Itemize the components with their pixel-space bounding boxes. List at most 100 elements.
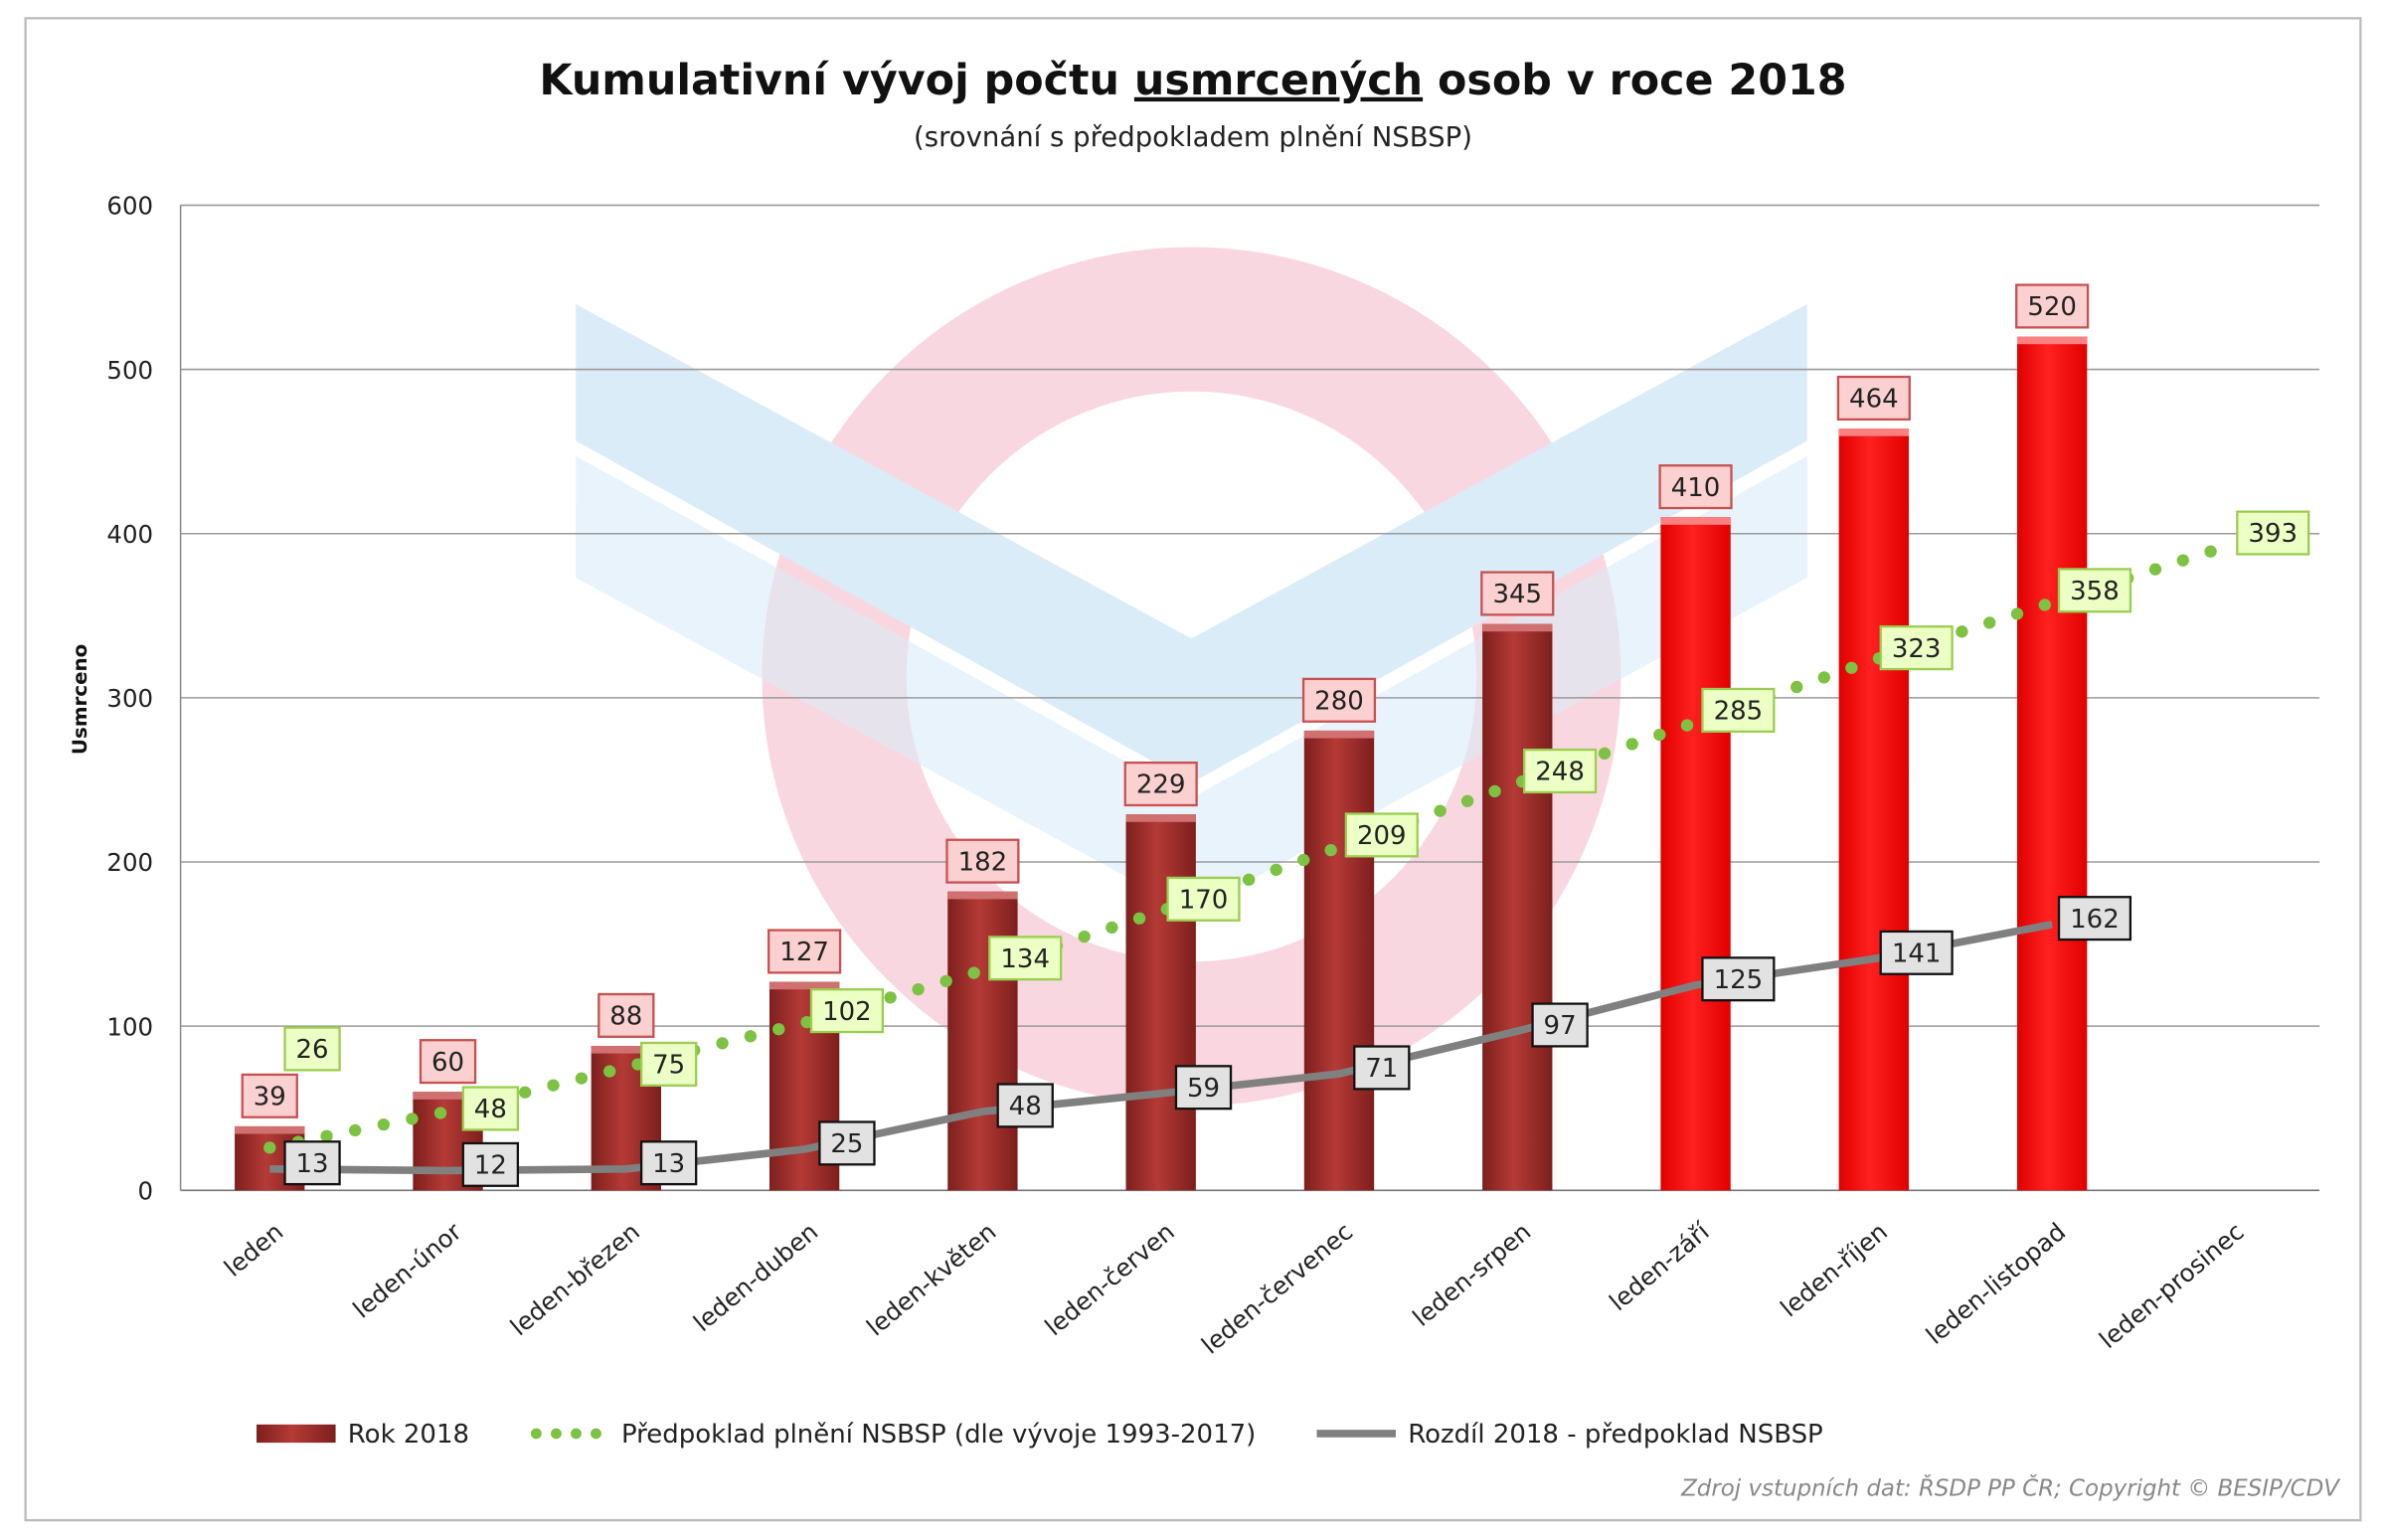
bar-value-label-box <box>767 929 842 974</box>
difference-value-label: 97 <box>1531 1002 1589 1048</box>
y-tick-label: 600 <box>106 192 153 221</box>
forecast-value-label-box <box>1166 876 1241 922</box>
bar-top <box>1125 814 1196 822</box>
bar-value-label-box <box>419 1039 477 1085</box>
bar <box>2016 336 2088 1191</box>
forecast-value-label: 358 <box>2057 568 2132 613</box>
forecast-value-label-text: 75 <box>652 1051 685 1081</box>
bar-value-label-text: 182 <box>958 847 1008 877</box>
bar-top <box>1660 517 1731 525</box>
difference-value-label: 13 <box>283 1140 341 1186</box>
difference-value-label: 59 <box>1174 1065 1233 1111</box>
forecast-value-label: 285 <box>1701 687 1776 733</box>
bar-value-label-box <box>1836 375 1911 422</box>
bar-top <box>235 1125 305 1134</box>
bar-value-label: 520 <box>2015 283 2090 329</box>
difference-value-label-text: 141 <box>1892 940 1942 969</box>
bar-value-label-box <box>1301 677 1377 723</box>
bar-value-label: 39 <box>241 1073 298 1118</box>
bar-value-label-box <box>597 992 655 1038</box>
chart-title-part: Kumulativní vývoj počtu <box>539 56 1133 105</box>
difference-value-label-text: 125 <box>1714 965 1764 995</box>
bar-value-label-box <box>1658 464 1733 510</box>
difference-value-label-text: 59 <box>1187 1074 1220 1104</box>
bar-value-label-text: 88 <box>609 1002 642 1032</box>
legend: Rok 2018 Předpoklad plnění NSBSP (dle výv… <box>256 1420 1823 1450</box>
difference-value-label-text: 71 <box>1365 1054 1398 1084</box>
bar-top <box>2016 336 2088 345</box>
bar <box>1482 623 1553 1191</box>
bar-value-label: 88 <box>597 992 655 1038</box>
bar <box>1303 730 1375 1191</box>
bar-value-label-text: 464 <box>1849 385 1899 415</box>
bar-value-label-text: 345 <box>1492 580 1542 609</box>
y-tick-label: 500 <box>106 356 153 385</box>
difference-value-label-box <box>2057 896 2132 941</box>
bar <box>1660 517 1731 1191</box>
difference-value-label: 13 <box>639 1140 698 1186</box>
difference-value-label-box <box>996 1083 1054 1128</box>
bar-value-label: 410 <box>1658 464 1733 510</box>
difference-value-label: 162 <box>2057 896 2132 941</box>
y-tick-label: 0 <box>138 1176 154 1205</box>
bar-value-label-text: 39 <box>254 1082 286 1112</box>
forecast-value-label-box <box>283 1026 341 1072</box>
forecast-value-label-box <box>2057 568 2132 613</box>
bar-value-label-box <box>241 1073 298 1118</box>
difference-value-label-box <box>283 1140 341 1186</box>
watermark-chevron <box>576 303 1807 783</box>
forecast-value-label-text: 26 <box>296 1035 329 1065</box>
bar-value-label-text: 410 <box>1671 473 1721 503</box>
forecast-value-label: 26 <box>283 1026 341 1072</box>
difference-value-label-text: 13 <box>296 1149 329 1179</box>
bar-value-label-box <box>2015 283 2090 329</box>
y-tick-label: 200 <box>106 848 153 877</box>
forecast-value-label-box <box>461 1086 520 1131</box>
difference-value-label-box <box>461 1141 520 1187</box>
legend-label: Předpoklad plnění NSBSP (dle vývoje 1993… <box>621 1420 1256 1450</box>
bar-value-label: 229 <box>1123 761 1198 807</box>
forecast-value-label-text: 209 <box>1357 821 1407 851</box>
difference-value-label-text: 12 <box>474 1151 507 1181</box>
bar-value-label: 345 <box>1480 571 1555 616</box>
bar-value-label: 60 <box>419 1039 477 1085</box>
difference-value-label-box <box>1174 1065 1233 1111</box>
bar-value-label-text: 280 <box>1314 686 1364 716</box>
forecast-value-label-text: 323 <box>1892 634 1942 664</box>
bar-value-label: 127 <box>767 929 842 974</box>
bar-value-label: 280 <box>1301 677 1377 723</box>
bar-top <box>1303 730 1375 739</box>
difference-value-label-box <box>818 1120 876 1166</box>
legend-label: Rok 2018 <box>348 1420 469 1450</box>
bar-value-label-text: 229 <box>1136 770 1186 800</box>
bar-value-label: 464 <box>1836 375 1911 422</box>
difference-value-label: 12 <box>461 1141 520 1187</box>
chart-title-part-underlined: usmrcených <box>1134 56 1423 105</box>
bar <box>1838 428 1910 1191</box>
legend-item-difference: Rozdíl 2018 - předpoklad NSBSP <box>1316 1420 1823 1450</box>
forecast-value-label: 134 <box>988 936 1063 981</box>
bar-value-label-box <box>945 838 1020 884</box>
difference-value-label: 125 <box>1701 956 1776 1002</box>
forecast-value-label: 102 <box>809 988 885 1034</box>
forecast-value-label-text: 102 <box>822 997 872 1027</box>
forecast-value-label: 393 <box>2236 510 2310 556</box>
difference-value-label-box <box>1879 930 1954 975</box>
difference-value-label-text: 48 <box>1009 1092 1042 1121</box>
legend-item-bar: Rok 2018 <box>256 1420 469 1450</box>
difference-value-label-text: 97 <box>1544 1011 1577 1041</box>
forecast-value-label-text: 134 <box>1000 944 1050 974</box>
forecast-value-label-box <box>809 988 885 1034</box>
forecast-value-label-box <box>1879 625 1954 671</box>
forecast-value-label: 323 <box>1879 625 1954 671</box>
forecast-value-label: 248 <box>1523 748 1598 794</box>
forecast-value-label-text: 248 <box>1535 758 1585 787</box>
difference-value-label-box <box>1701 956 1776 1002</box>
chart-title-part: osob v roce 2018 <box>1423 56 1846 105</box>
difference-value-label-text: 162 <box>2070 905 2120 935</box>
difference-value-label: 25 <box>818 1120 876 1166</box>
y-tick-label: 300 <box>106 684 153 713</box>
difference-value-label-box <box>1531 1002 1589 1048</box>
bar-value-label-text: 127 <box>779 938 829 967</box>
